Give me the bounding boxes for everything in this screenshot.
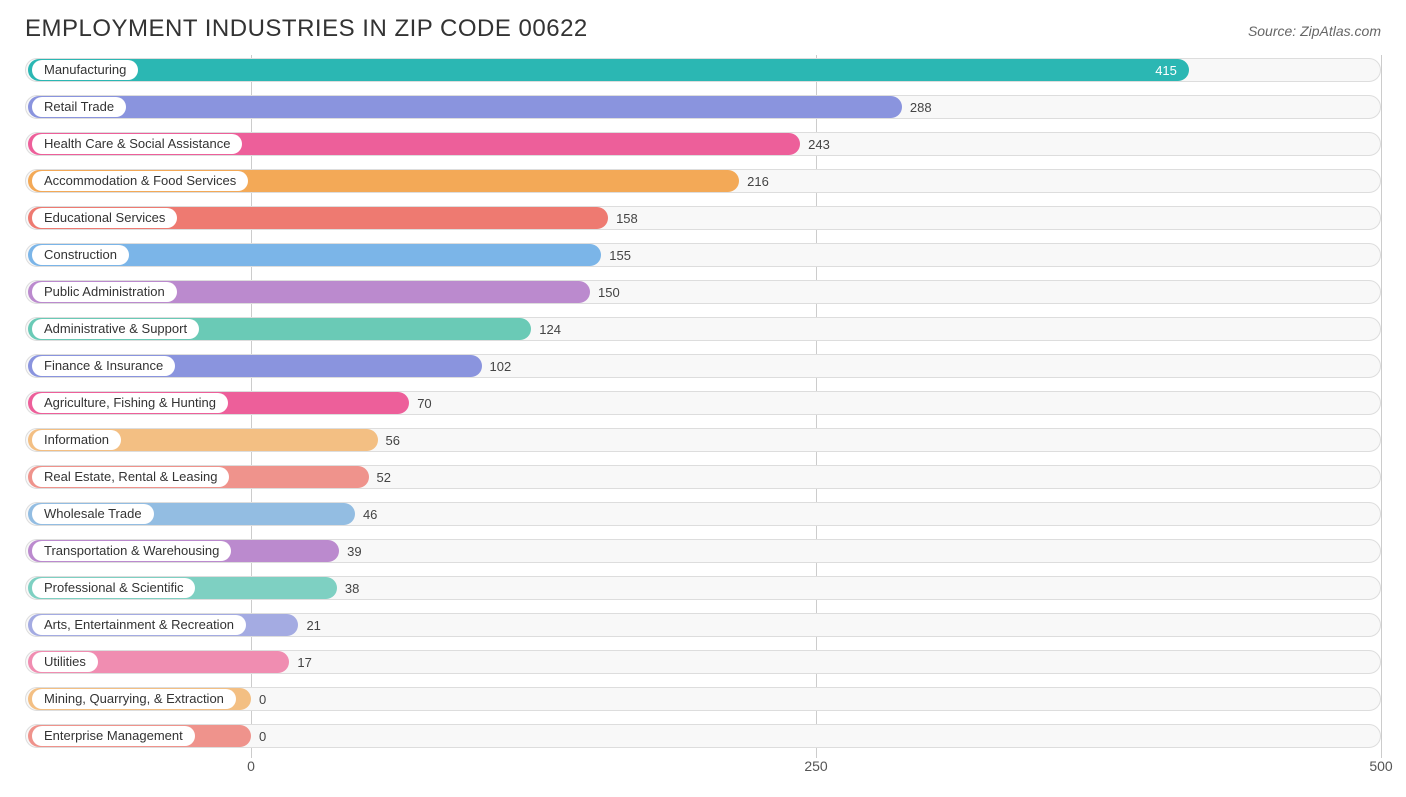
bar-value: 17	[297, 655, 311, 670]
chart-row: Utilities 17	[25, 647, 1381, 677]
bar: Arts, Entertainment & Recreation	[28, 614, 298, 636]
bar-value: 0	[259, 729, 266, 744]
axis-tick-label: 250	[804, 758, 827, 774]
chart-row: Accommodation & Food Services 216	[25, 166, 1381, 196]
category-label: Arts, Entertainment & Recreation	[32, 615, 246, 635]
bar-value: 70	[417, 396, 431, 411]
bar: Information	[28, 429, 378, 451]
category-label: Construction	[32, 245, 129, 265]
chart-row: Enterprise Management 0	[25, 721, 1381, 751]
bar: Construction	[28, 244, 601, 266]
bar: Enterprise Management	[28, 725, 251, 747]
bar-value: 46	[363, 507, 377, 522]
bar: Public Administration	[28, 281, 590, 303]
bar: Utilities	[28, 651, 289, 673]
bar-value: 288	[910, 100, 932, 115]
bar-value: 158	[616, 211, 638, 226]
bar-value: 415	[1155, 63, 1177, 78]
category-label: Agriculture, Fishing & Hunting	[32, 393, 228, 413]
chart-row: Educational Services 158	[25, 203, 1381, 233]
category-label: Public Administration	[32, 282, 177, 302]
chart-title: EMPLOYMENT INDUSTRIES IN ZIP CODE 00622	[25, 15, 588, 43]
bar: Retail Trade	[28, 96, 902, 118]
category-label: Manufacturing	[32, 60, 138, 80]
bar: Real Estate, Rental & Leasing	[28, 466, 369, 488]
category-label: Health Care & Social Assistance	[32, 134, 242, 154]
category-label: Mining, Quarrying, & Extraction	[32, 689, 236, 709]
bar: Educational Services	[28, 207, 608, 229]
bar-value: 102	[490, 359, 512, 374]
bar-value: 150	[598, 285, 620, 300]
bar-value: 243	[808, 137, 830, 152]
category-label: Finance & Insurance	[32, 356, 175, 376]
chart-row: Construction 155	[25, 240, 1381, 270]
chart-row: Retail Trade 288	[25, 92, 1381, 122]
chart-row: Administrative & Support 124	[25, 314, 1381, 344]
bar-value: 21	[306, 618, 320, 633]
axis-tick-label: 0	[247, 758, 255, 774]
bar: Professional & Scientific	[28, 577, 337, 599]
category-label: Wholesale Trade	[32, 504, 154, 524]
bar: Accommodation & Food Services	[28, 170, 739, 192]
bar-value: 155	[609, 248, 631, 263]
chart-row: Agriculture, Fishing & Hunting 70	[25, 388, 1381, 418]
bar: Manufacturing 415	[28, 59, 1189, 81]
chart-row: Arts, Entertainment & Recreation 21	[25, 610, 1381, 640]
category-label: Educational Services	[32, 208, 177, 228]
category-label: Real Estate, Rental & Leasing	[32, 467, 229, 487]
bar: Administrative & Support	[28, 318, 531, 340]
chart-row: Mining, Quarrying, & Extraction 0	[25, 684, 1381, 714]
chart-row: Finance & Insurance 102	[25, 351, 1381, 381]
bar: Transportation & Warehousing	[28, 540, 339, 562]
bar-value: 124	[539, 322, 561, 337]
source-label: Source:	[1248, 23, 1296, 39]
bar: Health Care & Social Assistance	[28, 133, 800, 155]
bar-value: 56	[386, 433, 400, 448]
category-label: Transportation & Warehousing	[32, 541, 231, 561]
x-axis: 0250500	[25, 758, 1381, 782]
category-label: Utilities	[32, 652, 98, 672]
chart-row: Transportation & Warehousing 39	[25, 536, 1381, 566]
chart-row: Manufacturing 415	[25, 55, 1381, 85]
bar-value: 0	[259, 692, 266, 707]
bar: Mining, Quarrying, & Extraction	[28, 688, 251, 710]
chart-row: Public Administration 150	[25, 277, 1381, 307]
chart-row: Wholesale Trade 46	[25, 499, 1381, 529]
chart-source: Source: ZipAtlas.com	[1248, 23, 1381, 39]
category-label: Professional & Scientific	[32, 578, 195, 598]
category-label: Accommodation & Food Services	[32, 171, 248, 191]
chart-plot: Manufacturing 415 Retail Trade 288 Health Ca…	[25, 55, 1381, 751]
chart-header: EMPLOYMENT INDUSTRIES IN ZIP CODE 00622 …	[25, 15, 1381, 43]
bar: Finance & Insurance	[28, 355, 482, 377]
category-label: Enterprise Management	[32, 726, 195, 746]
chart-row: Professional & Scientific 38	[25, 573, 1381, 603]
category-label: Retail Trade	[32, 97, 126, 117]
bar-value: 52	[377, 470, 391, 485]
bar: Agriculture, Fishing & Hunting	[28, 392, 409, 414]
chart-row: Health Care & Social Assistance 243	[25, 129, 1381, 159]
axis-tick-label: 500	[1369, 758, 1392, 774]
chart-row: Real Estate, Rental & Leasing 52	[25, 462, 1381, 492]
category-label: Information	[32, 430, 121, 450]
gridline	[1381, 55, 1382, 758]
chart-area: Manufacturing 415 Retail Trade 288 Health Ca…	[25, 55, 1381, 782]
bar: Wholesale Trade	[28, 503, 355, 525]
bar-value: 38	[345, 581, 359, 596]
category-label: Administrative & Support	[32, 319, 199, 339]
bar-value: 39	[347, 544, 361, 559]
source-name: ZipAtlas.com	[1300, 23, 1381, 39]
bar-value: 216	[747, 174, 769, 189]
chart-row: Information 56	[25, 425, 1381, 455]
